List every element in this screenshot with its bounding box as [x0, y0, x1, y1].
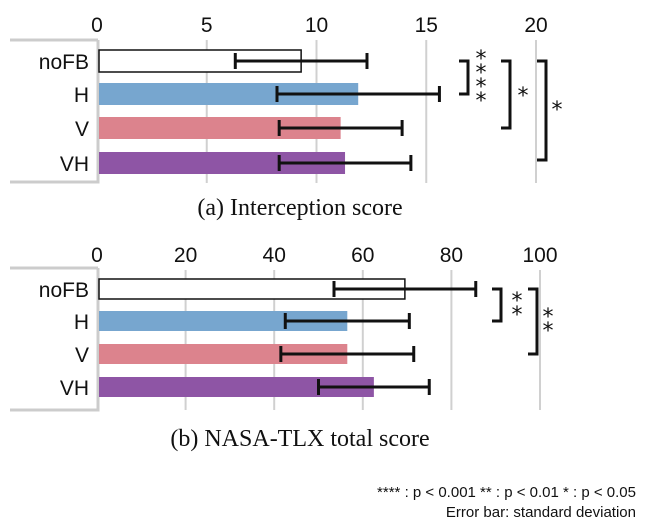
category-label-a-VH: VH — [60, 153, 89, 176]
tick-label-b-60: 60 — [351, 244, 374, 267]
category-label-a-V: V — [75, 118, 89, 141]
significance-bracket-b-0 — [492, 287, 503, 323]
tick-label-b-80: 80 — [440, 244, 463, 267]
bar-a-H — [99, 83, 359, 105]
tick-label-b-20: 20 — [174, 244, 197, 267]
significance-label-a-1: * — [518, 84, 529, 109]
tick-label-a-0: 0 — [91, 14, 103, 37]
significance-label-a-0: * * * * — [476, 47, 487, 114]
category-label-b-H: H — [74, 311, 89, 334]
bar-b-V — [99, 344, 348, 364]
category-label-b-noFB: noFB — [39, 279, 89, 302]
significance-label-a-2: * — [552, 98, 563, 123]
bar-b-VH — [99, 377, 374, 397]
significance-bracket-b-1 — [528, 287, 539, 356]
tick-label-b-0: 0 — [91, 244, 103, 267]
significance-label-b-0: * * — [512, 289, 523, 328]
chart-title-b: (b) NASA-TLX total score — [170, 426, 429, 452]
tick-label-a-5: 5 — [201, 14, 213, 37]
category-label-a-H: H — [74, 84, 89, 107]
significance-legend: **** : p < 0.001 ** : p < 0.01 * : p < 0… — [377, 484, 636, 501]
significance-bracket-a-0 — [459, 59, 470, 96]
significance-label-b-1: * * — [543, 305, 554, 344]
significance-bracket-a-2 — [537, 59, 548, 162]
tick-label-a-20: 20 — [524, 14, 547, 37]
category-label-b-V: V — [75, 344, 89, 367]
axis-frame-b — [10, 266, 100, 412]
tick-label-a-10: 10 — [305, 14, 328, 37]
chart-title-a: (a) Interception score — [197, 195, 402, 221]
significance-bracket-a-1 — [501, 59, 512, 130]
category-label-b-VH: VH — [60, 377, 89, 400]
tick-label-b-40: 40 — [263, 244, 286, 267]
axis-frame-a — [10, 38, 100, 184]
tick-label-a-15: 15 — [415, 14, 438, 37]
error-bar-note: Error bar: standard deviation — [446, 504, 636, 521]
tick-label-b-100: 100 — [522, 244, 557, 267]
bar-a-VH — [99, 152, 346, 174]
category-label-a-noFB: noFB — [39, 51, 89, 74]
